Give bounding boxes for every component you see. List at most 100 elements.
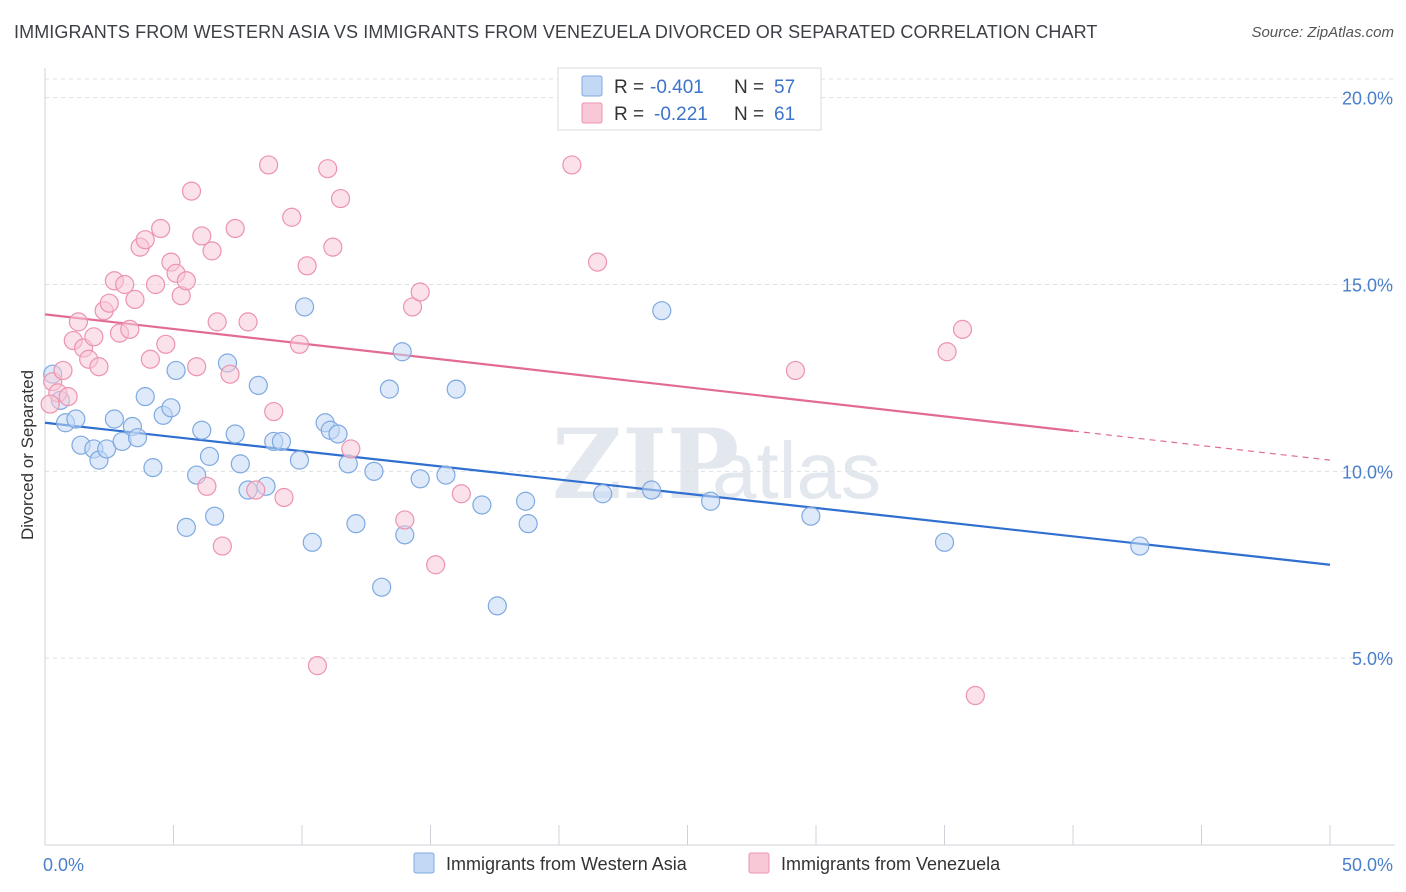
point-western-asia-29 xyxy=(271,431,292,452)
point-venezuela-34 xyxy=(220,364,240,384)
point-venezuela-55 xyxy=(587,252,608,272)
point-venezuela-40 xyxy=(274,487,294,508)
chart-title: IMMIGRANTS FROM WESTERN ASIA VS IMMIGRAN… xyxy=(14,22,1098,42)
point-western-asia-49 xyxy=(518,514,538,534)
point-venezuela-48 xyxy=(341,439,361,459)
point-venezuela-60 xyxy=(40,394,60,414)
legend-swatch-venezuela xyxy=(581,102,603,124)
point-venezuela-54 xyxy=(562,155,582,175)
watermark-atlas: atlas xyxy=(712,426,881,515)
point-venezuela-30 xyxy=(197,476,217,496)
point-western-asia-40 xyxy=(379,379,399,399)
y-tick-label-2: 15.0% xyxy=(1342,276,1393,296)
trend-line-venezuela-dashed xyxy=(1072,430,1331,461)
y-tick-label-3: 20.0% xyxy=(1342,89,1393,109)
point-venezuela-57 xyxy=(937,342,957,362)
point-western-asia-13 xyxy=(143,458,163,478)
point-venezuela-14 xyxy=(115,274,135,295)
point-western-asia-24 xyxy=(230,454,250,474)
trend-line-western-asia xyxy=(44,421,1331,566)
legend-n-value-1: 57 xyxy=(774,77,795,98)
y-tick-label-0: 5.0% xyxy=(1352,649,1393,669)
stats-legend: R = -0.401 N = 57 R = -0.221 N = 61 xyxy=(557,67,822,131)
point-western-asia-52 xyxy=(652,301,672,321)
point-western-asia-46 xyxy=(472,495,492,515)
point-western-asia-7 xyxy=(97,439,117,459)
legend-n-value-2: 61 xyxy=(774,104,795,125)
x-tick-label-1: 50.0% xyxy=(1342,855,1393,875)
point-western-asia-15 xyxy=(161,398,181,418)
trend-line-venezuela xyxy=(44,313,1074,433)
point-western-asia-23 xyxy=(225,424,245,444)
point-western-asia-38 xyxy=(364,461,384,481)
point-western-asia-39 xyxy=(372,577,392,597)
point-venezuela-53 xyxy=(451,484,471,504)
point-western-asia-50 xyxy=(593,484,613,504)
point-venezuela-26 xyxy=(176,271,196,291)
point-venezuela-28 xyxy=(187,357,207,377)
point-western-asia-35 xyxy=(328,424,348,444)
point-venezuela-20 xyxy=(145,274,166,295)
legend-r-value-2: -0.221 xyxy=(654,104,708,125)
point-venezuela-31 xyxy=(202,241,222,261)
point-venezuela-50 xyxy=(402,297,423,317)
legend-n-label-1: N = xyxy=(734,77,764,98)
point-venezuela-42 xyxy=(289,334,310,354)
point-western-asia-56 xyxy=(1130,536,1150,556)
series-western-asia-points xyxy=(43,297,1150,616)
point-western-asia-51 xyxy=(641,480,662,500)
legend-n-label-2: N = xyxy=(734,104,764,125)
point-venezuela-32 xyxy=(207,312,227,332)
point-western-asia-55 xyxy=(934,532,955,552)
point-venezuela-43 xyxy=(297,256,317,276)
point-western-asia-41 xyxy=(392,342,412,362)
point-venezuela-5 xyxy=(68,312,89,332)
point-venezuela-39 xyxy=(264,401,284,422)
point-western-asia-19 xyxy=(192,420,212,440)
legend-swatch-western-asia xyxy=(581,75,603,97)
point-venezuela-19 xyxy=(140,349,160,369)
y-axis-label: Divorced or Separated xyxy=(18,370,37,540)
point-venezuela-47 xyxy=(330,188,351,209)
source-credit: Source: ZipAtlas.com xyxy=(1251,24,1394,41)
series-legend-swatch-venezuela xyxy=(748,852,770,874)
point-western-asia-47 xyxy=(487,596,507,616)
point-western-asia-8 xyxy=(104,409,124,429)
point-venezuela-51 xyxy=(410,282,430,302)
point-venezuela-18 xyxy=(135,230,155,250)
point-venezuela-21 xyxy=(151,218,171,239)
point-venezuela-41 xyxy=(282,207,302,227)
axes xyxy=(44,68,1395,846)
point-venezuela-36 xyxy=(238,312,258,332)
point-western-asia-17 xyxy=(176,517,196,537)
point-venezuela-38 xyxy=(258,155,279,175)
point-western-asia-3 xyxy=(66,409,86,429)
point-venezuela-3 xyxy=(58,387,78,407)
y-tick-label-1: 10.0% xyxy=(1342,462,1393,482)
point-venezuela-59 xyxy=(965,685,985,706)
point-venezuela-56 xyxy=(785,360,806,381)
point-venezuela-45 xyxy=(318,159,338,179)
point-venezuela-2 xyxy=(53,360,73,381)
legend-r-label-2: R = xyxy=(614,104,644,125)
point-western-asia-44 xyxy=(436,465,456,485)
point-venezuela-29 xyxy=(192,226,212,246)
point-western-asia-32 xyxy=(302,532,322,552)
point-western-asia-11 xyxy=(127,428,148,448)
point-western-asia-30 xyxy=(289,450,310,470)
point-venezuela-11 xyxy=(99,293,119,313)
point-venezuela-15 xyxy=(120,319,140,339)
point-western-asia-16 xyxy=(166,360,186,381)
point-western-asia-43 xyxy=(410,469,430,489)
tick-labels: 5.0% 10.0% 15.0% 20.0% 0.0% 50.0% xyxy=(43,89,1393,875)
point-western-asia-53 xyxy=(701,491,721,511)
point-venezuela-37 xyxy=(246,480,266,500)
point-western-asia-31 xyxy=(294,297,315,317)
series-venezuela-points xyxy=(40,155,985,706)
point-western-asia-21 xyxy=(205,506,225,526)
point-western-asia-37 xyxy=(346,514,366,534)
point-venezuela-49 xyxy=(395,510,415,530)
point-venezuela-46 xyxy=(323,237,343,257)
point-venezuela-44 xyxy=(307,656,328,676)
series-legend-label-western-asia: Immigrants from Western Asia xyxy=(446,854,688,874)
